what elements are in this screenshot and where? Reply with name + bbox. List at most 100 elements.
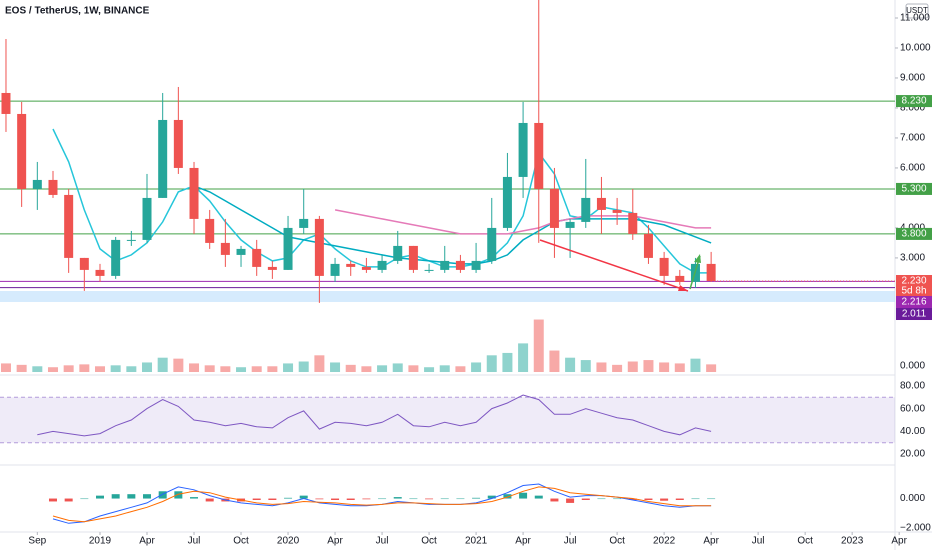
x-tick-label: Jul — [564, 536, 577, 547]
candle-body — [612, 209, 622, 213]
volume-bar — [189, 363, 200, 372]
macd-histogram — [252, 498, 261, 500]
volume-bar — [408, 365, 419, 372]
macd-histogram — [315, 498, 324, 500]
x-tick-label: Apr — [891, 536, 907, 547]
volume-bar — [690, 358, 701, 372]
x-tick-label: Apr — [139, 536, 155, 547]
candle-body — [565, 221, 575, 228]
price-label-box — [896, 285, 932, 298]
macd-histogram — [472, 497, 481, 499]
candle-body — [283, 227, 293, 270]
x-tick-label: Sep — [28, 536, 46, 547]
macd-histogram — [660, 498, 669, 501]
volume-bar — [0, 363, 11, 372]
rsi-band — [0, 397, 895, 443]
macd-histogram — [143, 494, 152, 499]
arrow-head — [694, 254, 701, 263]
candle-body — [111, 239, 121, 276]
candle-body — [471, 260, 481, 270]
volume-bar — [565, 357, 576, 372]
volume-bar — [110, 365, 121, 372]
candle-body — [314, 218, 324, 276]
y-tick-label: 0.000 — [900, 493, 925, 504]
candle-body — [534, 122, 544, 189]
macd-histogram — [64, 498, 73, 502]
volume-bar — [95, 366, 105, 372]
x-tick-label: Jul — [188, 536, 201, 547]
macd-histogram — [691, 498, 700, 500]
volume-bar — [173, 358, 184, 372]
macd-histogram — [205, 498, 214, 502]
candle-body — [17, 113, 27, 189]
macd-histogram — [158, 491, 167, 499]
y-tick-label: 10.000 — [900, 43, 931, 54]
macd-histogram — [519, 492, 528, 499]
volume-bar — [32, 366, 43, 372]
volume-bar — [706, 364, 717, 372]
candle-body — [502, 176, 512, 228]
arrow-head — [678, 285, 688, 291]
macd-histogram — [362, 498, 371, 500]
volume-bar — [549, 350, 560, 372]
volume-bar — [377, 365, 388, 372]
candle-body — [142, 197, 152, 240]
candle-body — [424, 269, 434, 271]
candle-body — [236, 248, 246, 255]
volume-bar — [330, 362, 341, 372]
macd-histogram — [346, 498, 355, 500]
x-tick-label: 2021 — [465, 536, 488, 547]
price-label: 2.011 — [902, 309, 927, 320]
volume-bar — [204, 365, 215, 372]
x-tick-label: Apr — [327, 536, 343, 547]
price-label: 2.216 — [901, 297, 926, 308]
price-label-box — [896, 95, 932, 108]
volume-bar — [596, 362, 607, 372]
volume-bar — [471, 362, 482, 372]
macd-histogram — [425, 498, 434, 500]
macd-histogram — [378, 498, 387, 500]
trend-arrow — [539, 239, 689, 292]
macd-histogram — [96, 495, 104, 499]
macd-histogram — [331, 498, 340, 500]
macd-histogram — [644, 498, 653, 500]
price-label: 2.230 — [901, 276, 926, 287]
volume-bar — [220, 366, 231, 372]
volume-bar — [627, 361, 638, 372]
candle-body — [675, 275, 685, 282]
price-label: 5.300 — [901, 184, 926, 195]
volume-bar — [267, 366, 278, 372]
y-tick-label: 7.000 — [900, 133, 925, 144]
volume-bar — [79, 364, 90, 372]
candle-body — [252, 248, 262, 267]
volume-bar — [63, 365, 74, 372]
rsi-line — [37, 394, 712, 437]
macd-histogram — [48, 498, 57, 502]
volume-bar — [674, 363, 685, 372]
x-tick-label: Apr — [703, 536, 719, 547]
x-tick-label: 2020 — [277, 536, 300, 547]
volume-bar — [643, 360, 654, 372]
y-tick-label: −2.000 — [900, 522, 931, 533]
volume-bar — [424, 367, 435, 372]
candle-body — [126, 239, 136, 241]
x-tick-label: 2023 — [841, 536, 864, 547]
y-tick-label: 3.000 — [900, 253, 925, 264]
candle-body — [32, 179, 42, 189]
volume-bar — [298, 361, 309, 372]
macd-histogram — [409, 498, 418, 500]
support-zone — [0, 291, 895, 302]
moving-average — [193, 185, 712, 265]
volume-bar — [455, 366, 466, 372]
candle-body — [205, 218, 215, 243]
candle-body — [1, 92, 11, 114]
y-tick-label: 6.000 — [900, 163, 925, 174]
volume-bar — [142, 362, 153, 372]
price-label-box — [896, 275, 932, 288]
price-label-box — [896, 182, 932, 195]
volume-bar — [236, 367, 247, 372]
